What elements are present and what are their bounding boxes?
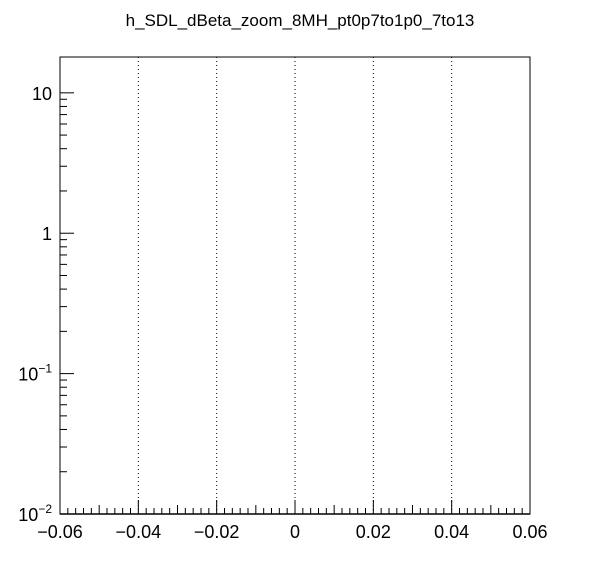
x-tick-label: 0 [290, 522, 300, 542]
y-tick-label: 1 [42, 224, 52, 244]
y-tick-label: 10−1 [18, 362, 52, 385]
x-tick-label: −0.02 [194, 522, 240, 542]
y-tick-label: 10−2 [18, 502, 52, 525]
y-tick-label: 10 [32, 84, 52, 104]
x-axis: −0.06 −0.04 −0.02 0 0.02 0.04 0.06 [37, 500, 548, 542]
y-axis: 10 1 10−1 10−2 [18, 84, 74, 525]
chart-title: h_SDL_dBeta_zoom_8MH_pt0p7to1p0_7to13 [126, 11, 475, 30]
x-tick-label: −0.06 [37, 522, 83, 542]
x-tick-label: 0.02 [356, 522, 391, 542]
grid-lines [137, 57, 453, 514]
x-tick-label: −0.04 [116, 522, 162, 542]
x-tick-label: 0.06 [512, 522, 547, 542]
x-tick-label: 0.04 [434, 522, 469, 542]
